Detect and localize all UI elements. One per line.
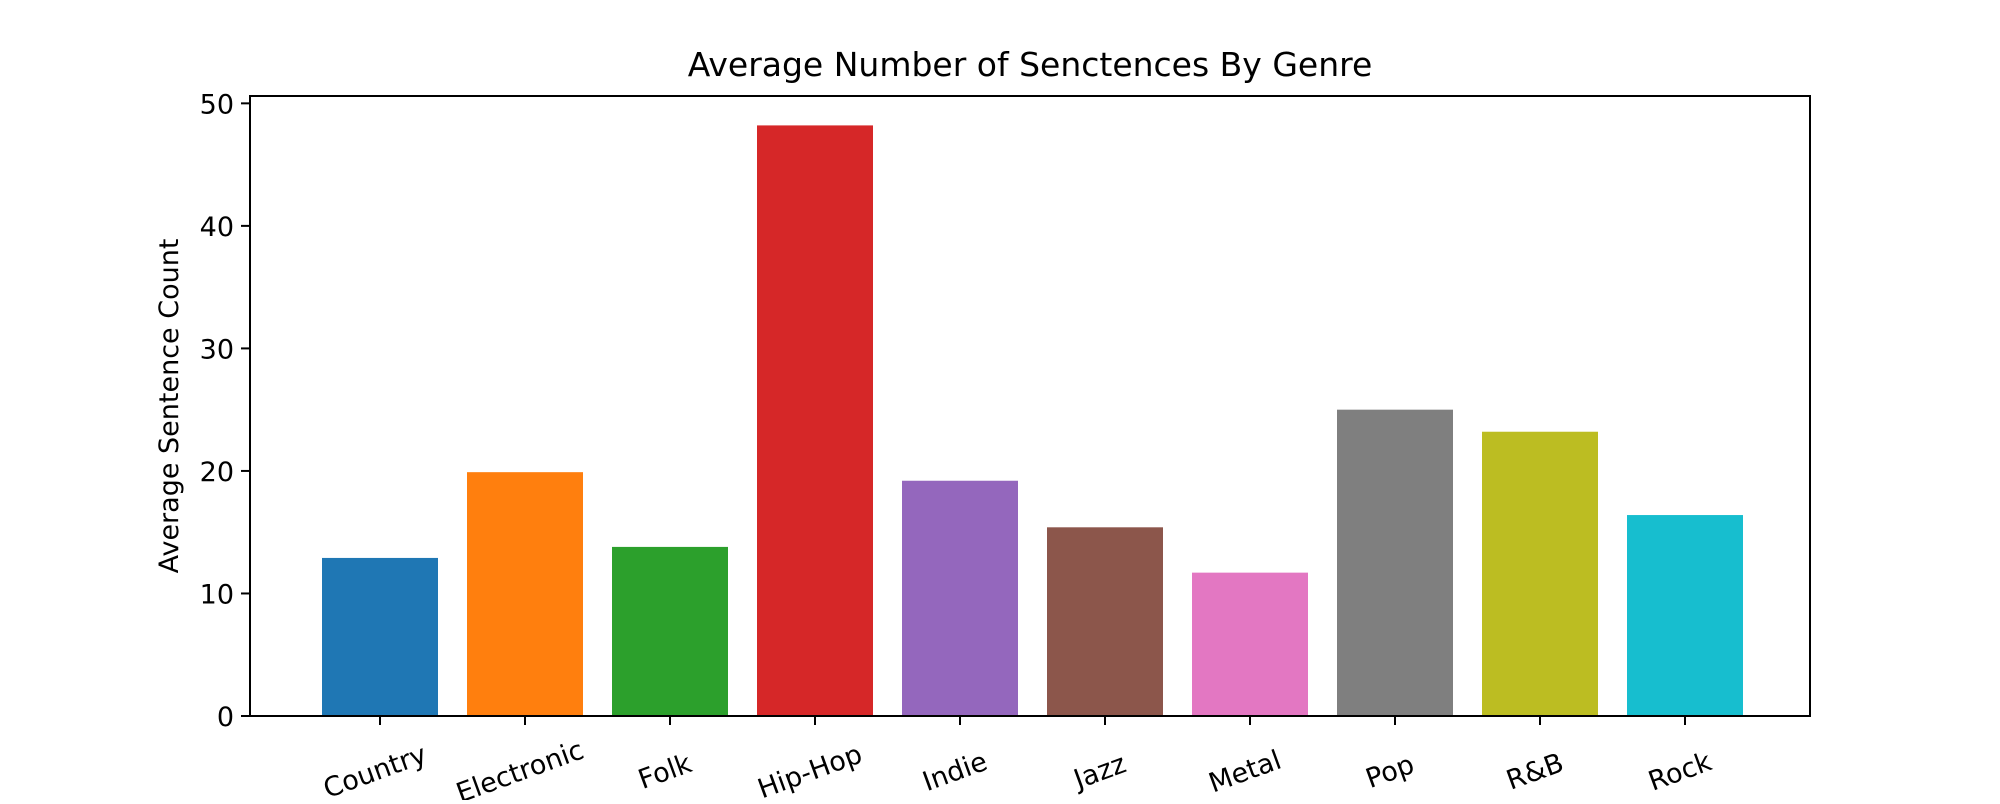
bar-rock bbox=[1627, 515, 1743, 716]
x-axis-ticks: Country Electronic Folk Hip-Hop Indie Jazz Met… bbox=[319, 716, 1716, 804]
x-tick-label: Hip-Hop bbox=[754, 739, 867, 800]
x-tick-label: Folk bbox=[634, 748, 696, 796]
bar-metal bbox=[1192, 572, 1308, 716]
y-tick-label: 0 bbox=[217, 702, 234, 733]
bar-r-b bbox=[1482, 431, 1598, 716]
x-tick-label: Metal bbox=[1205, 745, 1286, 800]
y-tick-label: 10 bbox=[200, 579, 234, 610]
x-tick-label: Country bbox=[319, 739, 430, 800]
x-tick-label: R&B bbox=[1502, 747, 1567, 796]
y-axis-label: Average Sentence Count bbox=[154, 239, 185, 574]
bar-hip-hop bbox=[757, 125, 873, 717]
x-tick-label: Rock bbox=[1644, 746, 1716, 797]
x-tick-label: Jazz bbox=[1068, 748, 1130, 796]
chart-title: Average Number of Senctences By Genre bbox=[688, 45, 1373, 84]
x-tick-label: Electronic bbox=[452, 735, 588, 800]
bar-indie bbox=[902, 480, 1018, 716]
plot-area-frame bbox=[249, 95, 1811, 717]
bars-group bbox=[322, 125, 1743, 717]
y-tick-label: 20 bbox=[200, 457, 234, 488]
bar-pop bbox=[1337, 409, 1453, 716]
bar-jazz bbox=[1047, 527, 1163, 716]
y-tick-label: 50 bbox=[200, 89, 234, 120]
y-tick-label: 40 bbox=[200, 212, 234, 243]
bar-folk bbox=[612, 546, 728, 716]
y-axis-ticks: 0 10 20 30 40 50 bbox=[200, 89, 250, 733]
x-tick-label: Pop bbox=[1362, 749, 1419, 795]
x-tick-label: Indie bbox=[919, 746, 992, 798]
y-tick-label: 30 bbox=[200, 334, 234, 365]
bar-electronic bbox=[467, 472, 583, 716]
bar-country bbox=[322, 557, 438, 716]
